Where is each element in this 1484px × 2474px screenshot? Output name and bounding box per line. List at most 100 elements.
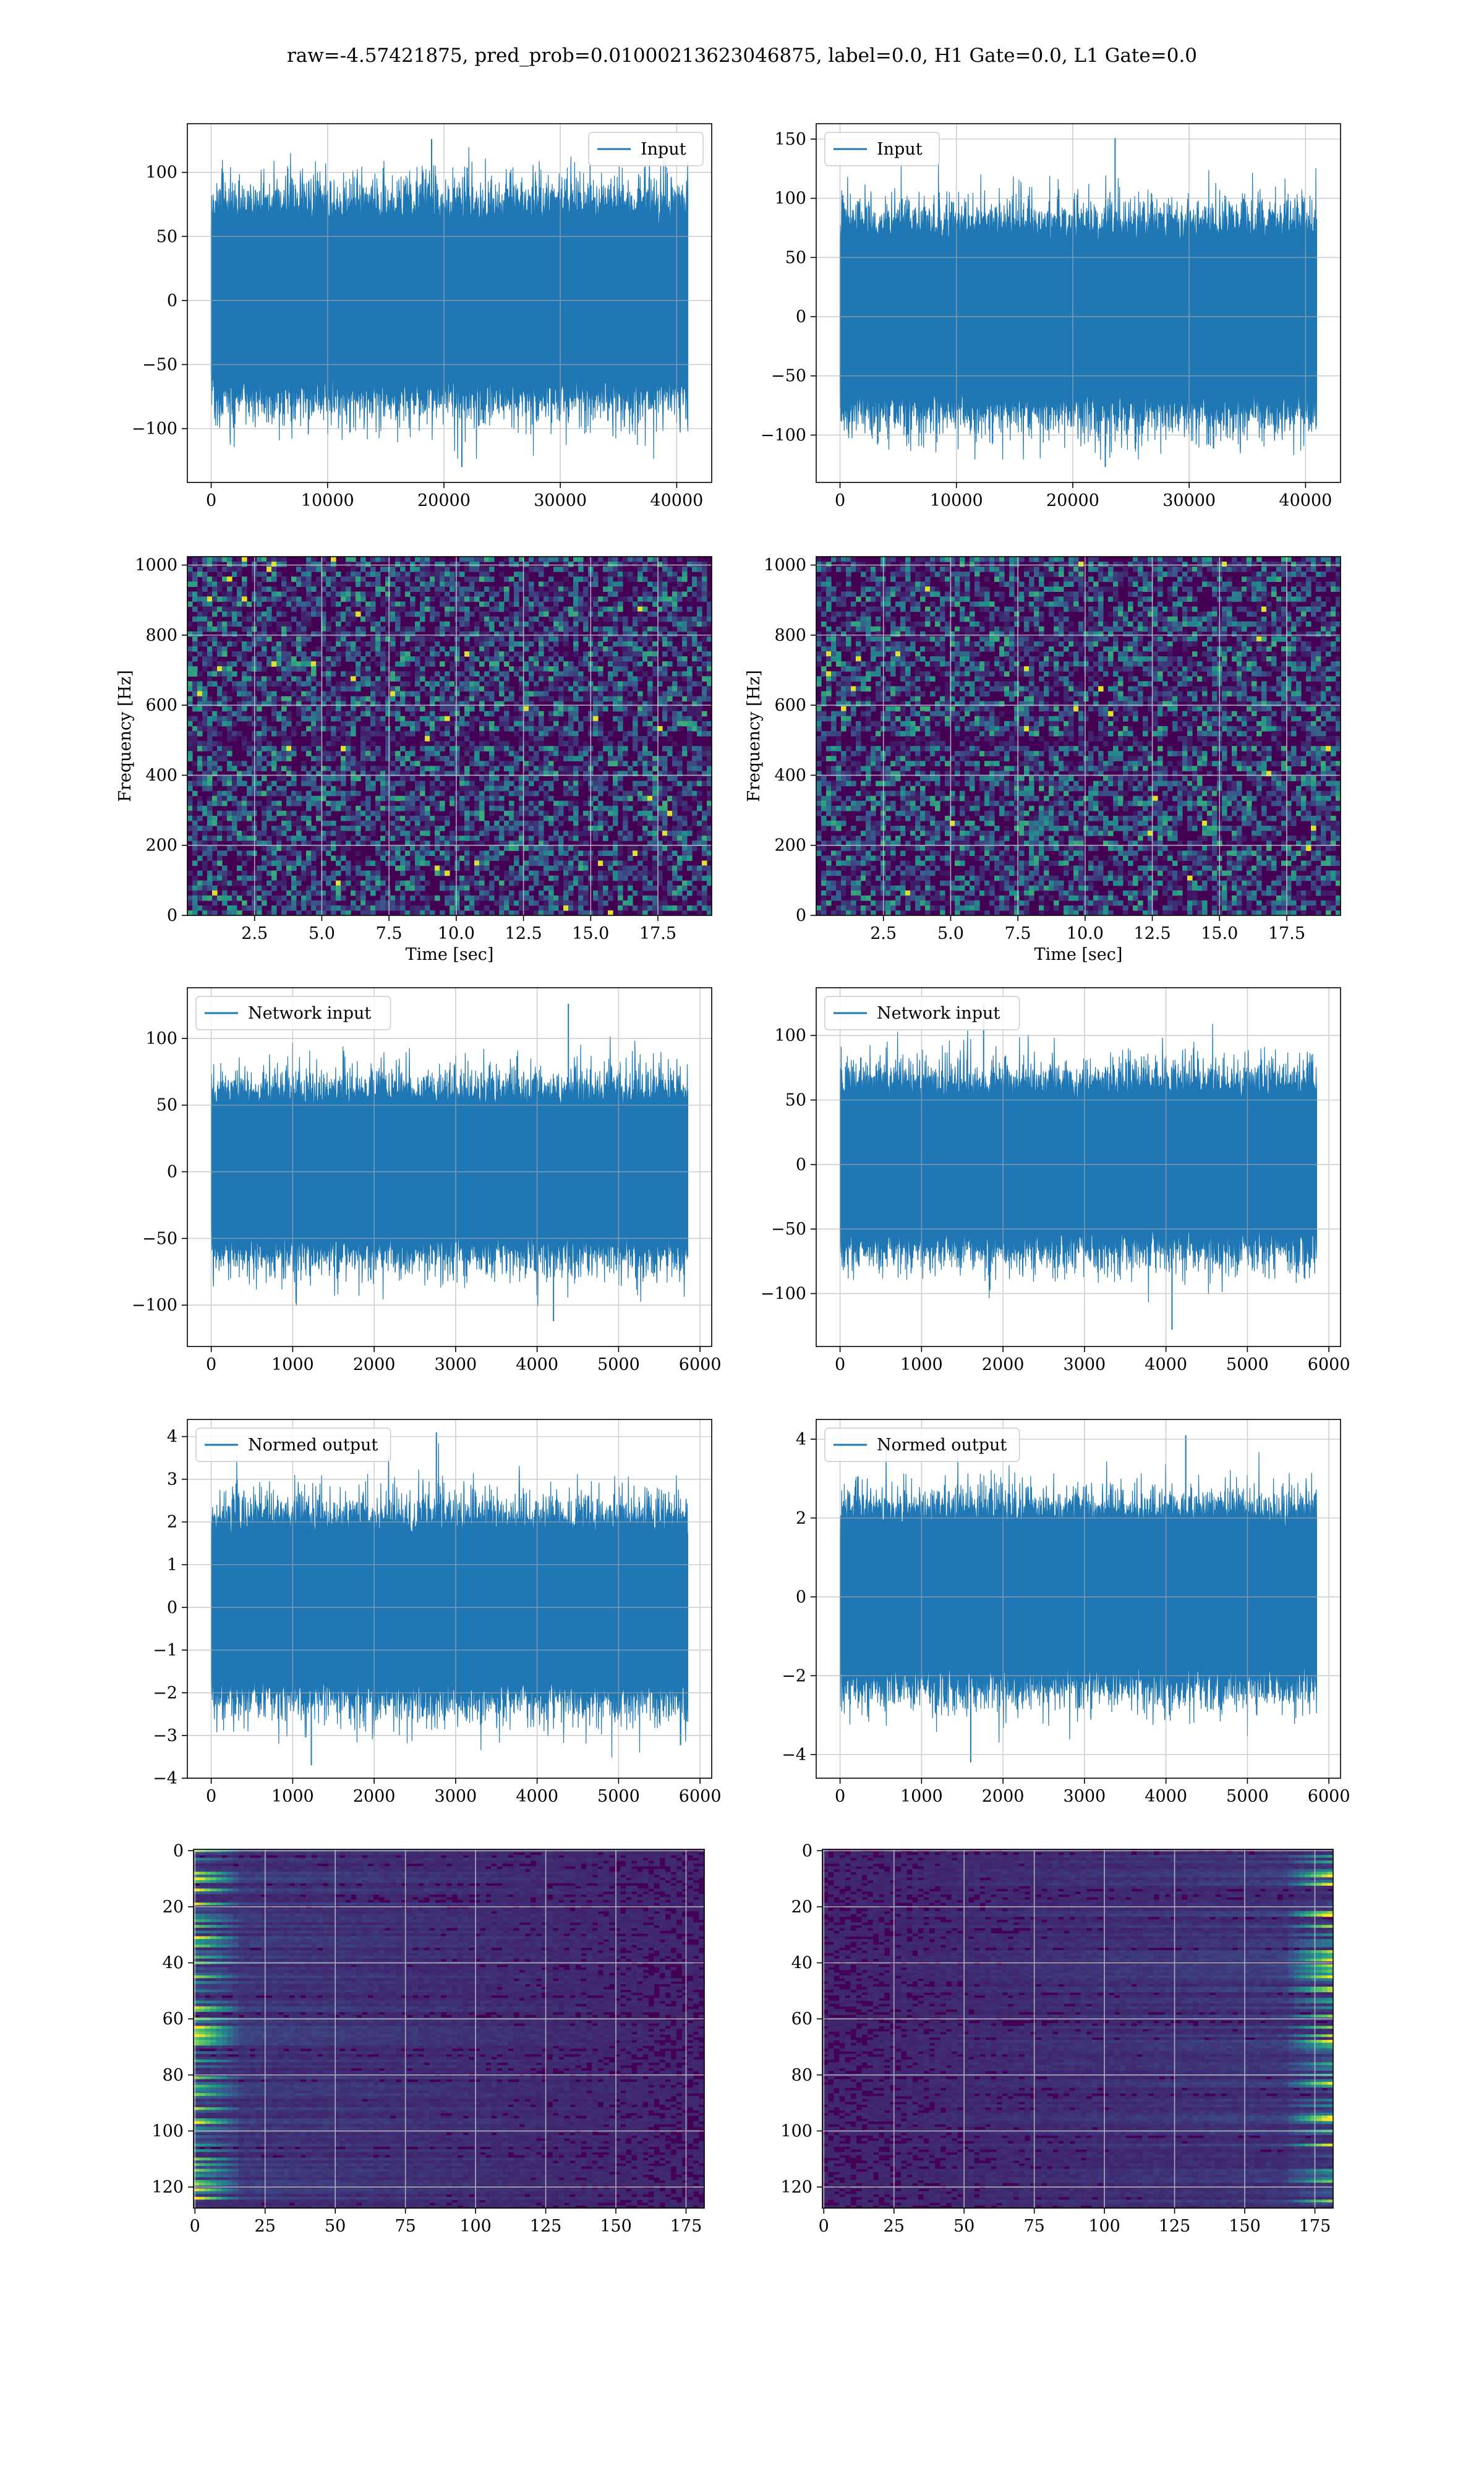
h1-spectrogram-cell: [435, 616, 440, 622]
l1-spectrogram-cell: [1227, 562, 1232, 567]
h1-spectrogram-cell: [232, 880, 237, 886]
h1-spectrogram-cell: [618, 751, 623, 756]
h1-spectrogram-cell: [227, 562, 232, 567]
h1-spectrogram-cell: [341, 626, 346, 632]
h1-spectrogram-cell: [563, 890, 569, 896]
h1-spectrogram-cell: [578, 557, 584, 562]
h1-spectrogram-cell: [454, 860, 460, 867]
h1-spectrogram-cell: [608, 581, 613, 587]
h1-spectrogram-cell: [504, 706, 510, 712]
h1-spectrogram-cell: [568, 845, 574, 851]
h1-spectrogram-cell: [370, 831, 376, 836]
h1-spectrogram-cell: [702, 661, 707, 667]
h1-spectrogram-cell: [202, 562, 208, 567]
h1-spectrogram-cell: [618, 576, 623, 582]
h1-spectrogram-cell: [459, 785, 465, 792]
h1-spectrogram-cell: [281, 905, 287, 911]
h1-spectrogram-cell: [321, 820, 326, 826]
h1-spectrogram-cell: [662, 815, 668, 821]
h1-spectrogram-cell: [484, 860, 490, 867]
h1-spectrogram-cell: [356, 576, 361, 582]
h1-spectrogram-cell: [222, 756, 228, 761]
h1-spectrogram-cell: [301, 810, 307, 816]
h1-spectrogram-cell: [662, 706, 668, 712]
h1-spectrogram-cell: [454, 691, 460, 697]
h1-spectrogram-cell: [613, 626, 618, 632]
h1-spectrogram-cell: [336, 726, 341, 732]
h1-spectrogram-cell: [578, 885, 584, 891]
h1-spectrogram-cell: [593, 726, 599, 732]
h1-spectrogram-cell: [296, 636, 302, 642]
h1-spectrogram-cell: [628, 855, 633, 861]
h1-spectrogram-cell: [583, 910, 589, 916]
h1-spectrogram-cell: [682, 746, 688, 751]
h1-spectrogram-cell: [435, 726, 440, 732]
h1-spectrogram-cell: [499, 885, 505, 891]
h1-spectrogram-cell: [454, 766, 460, 771]
h1-spectrogram-cell: [618, 746, 623, 751]
h1-spectrogram-cell: [425, 900, 430, 906]
h1-spectrogram-cell: [539, 666, 544, 672]
h1-spectrogram-cell: [642, 875, 648, 881]
h1-spectrogram-cell: [267, 790, 272, 797]
h1-spectrogram-cell: [578, 850, 584, 856]
h1-spectrogram-cell: [692, 562, 697, 567]
h1-spectrogram-cell: [558, 766, 564, 771]
h1-spectrogram-cell: [445, 571, 450, 577]
h1-spectrogram-cell: [202, 706, 208, 712]
h1-spectrogram-cell: [351, 795, 356, 802]
h1-spectrogram-cell: [642, 631, 648, 637]
h1-spectrogram-cell: [628, 596, 633, 602]
h1-spectrogram-cell: [529, 810, 534, 816]
h1-spectrogram-cell: [311, 562, 317, 567]
h1-spectrogram-cell: [598, 730, 603, 737]
h1-spectrogram-cell: [623, 900, 628, 906]
h1-spectrogram-cell: [539, 785, 544, 792]
h1-spectrogram-cell: [326, 656, 331, 662]
h1-spectrogram-cell: [247, 741, 252, 747]
h1-spectrogram-cell: [321, 721, 326, 727]
h1-spectrogram-cell: [583, 815, 589, 821]
h1-spectrogram-cell: [192, 641, 198, 647]
h1-spectrogram-cell: [583, 776, 589, 782]
h1-spectrogram-cell: [321, 621, 326, 627]
h1-spectrogram-cell: [227, 606, 232, 612]
h1-spectrogram-cell: [420, 601, 425, 607]
h1-spectrogram-cell: [672, 895, 678, 901]
h1-spectrogram-cell: [242, 681, 247, 687]
h1-spectrogram-cell: [702, 746, 707, 751]
h1-spectrogram-cell: [405, 880, 411, 886]
h1-spectrogram-cell: [677, 651, 683, 657]
h1-spectrogram-cell: [454, 641, 460, 647]
h1-spectrogram-cell: [331, 730, 336, 737]
h1-spectrogram-cell: [440, 696, 445, 702]
h1-spectrogram-cell: [450, 810, 455, 816]
h1-spectrogram-cell: [464, 586, 470, 592]
h1-spectrogram-cell: [509, 656, 514, 662]
h1-spectrogram-cell: [687, 721, 693, 727]
h1-spectrogram-cell: [529, 721, 534, 727]
h1-spectrogram-cell: [687, 696, 693, 702]
h1-spectrogram-cell: [346, 591, 351, 597]
h1-spectrogram-cell: [395, 845, 401, 851]
h1-spectrogram-cell: [217, 581, 223, 587]
h1-spectrogram-cell: [331, 601, 336, 607]
h1-spectrogram-cell: [697, 621, 702, 627]
h1-spectrogram-cell: [484, 656, 490, 662]
h1-spectrogram-cell: [662, 855, 668, 861]
h1-spectrogram-cell: [187, 781, 193, 787]
h1-spectrogram-cell: [257, 706, 262, 712]
h1-spectrogram-cell: [474, 671, 480, 677]
h1-spectrogram-cell: [336, 706, 341, 712]
h1-spectrogram-cell: [346, 790, 351, 797]
h1-spectrogram-cell: [687, 905, 693, 911]
h1-spectrogram-cell: [514, 716, 519, 722]
h1-spectrogram-cell: [509, 686, 514, 692]
h1-spectrogram-cell: [346, 795, 351, 802]
h1-spectrogram-cell: [365, 905, 371, 911]
h1-spectrogram-cell: [356, 596, 361, 602]
h1-spectrogram-cell: [529, 567, 534, 572]
h1-spectrogram-cell: [618, 776, 623, 782]
h1-spectrogram-cell: [464, 880, 470, 886]
h1-spectrogram-cell: [603, 890, 608, 896]
